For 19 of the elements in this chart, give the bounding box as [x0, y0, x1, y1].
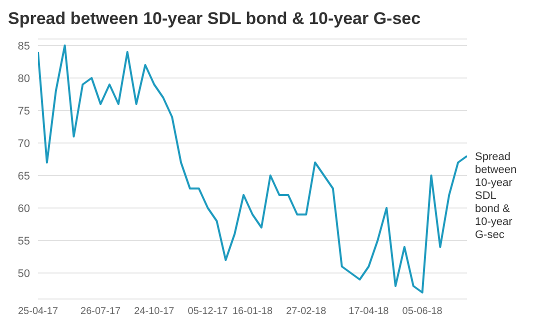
chart-title: Spread between 10-year SDL bond & 10-year G-sec: [8, 8, 422, 30]
y-tick-label: 65: [18, 170, 30, 182]
x-tick-label: 27-02-18: [286, 306, 327, 318]
x-tick-label: 17-04-18: [348, 306, 390, 318]
y-tick-label: 70: [18, 138, 30, 150]
y-tick-label: 85: [18, 40, 30, 52]
x-tick-label: 25-04-17: [18, 306, 58, 318]
y-tick-label: 80: [18, 72, 30, 85]
y-tick-label: 60: [18, 202, 30, 215]
line-series: [38, 44, 467, 294]
x-tick-label: 16-01-18: [232, 306, 273, 318]
y-tick-label: 50: [18, 268, 30, 280]
x-tick-label: 26-07-17: [80, 306, 122, 318]
y-tick-label: 55: [18, 235, 30, 248]
x-tick-label: 24-10-17: [134, 306, 175, 318]
y-tick-label: 75: [18, 105, 30, 118]
x-tick-label: 05-12-17: [188, 306, 228, 318]
series-label: Spread between 10-year SDL bond & 10-year G-sec: [475, 151, 517, 241]
x-tick-label: 05-06-18: [402, 306, 443, 318]
